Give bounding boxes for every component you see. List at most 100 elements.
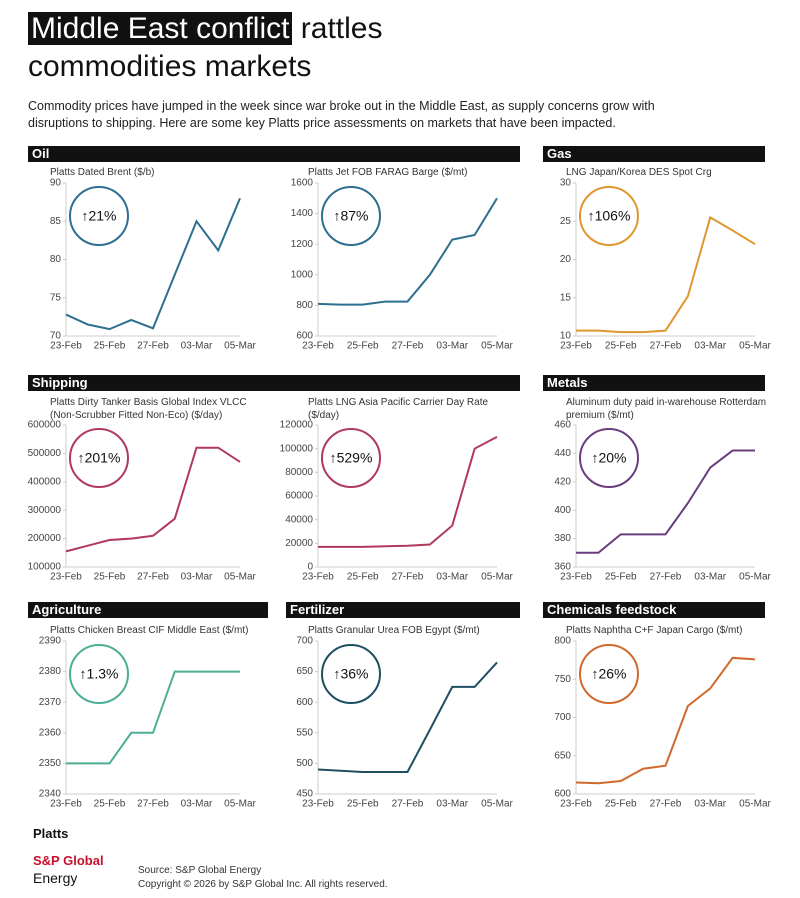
change-label: ↑106% — [588, 208, 631, 224]
price-line — [317, 197, 498, 306]
change-circle — [69, 186, 129, 246]
y-tick-label: 400000 — [28, 476, 62, 487]
x-tick-label: 03-Mar — [436, 572, 468, 583]
section-title: Agriculture — [32, 602, 101, 617]
y-tick-label: 80 — [50, 254, 62, 265]
y-tick-label: 80000 — [285, 467, 313, 478]
section-bar — [286, 602, 520, 618]
y-tick-label: 2380 — [39, 666, 62, 677]
subtitle: Commodity prices have jumped in the week… — [28, 99, 655, 130]
x-tick-label: 03-Mar — [436, 799, 468, 810]
y-tick-label: 20 — [560, 254, 572, 265]
y-tick-label: 360 — [554, 562, 571, 573]
x-tick-label: 23-Feb — [302, 572, 334, 583]
price-line — [576, 449, 755, 554]
title-rest: rattles commodities markets — [28, 12, 383, 83]
change-circle — [321, 428, 381, 488]
y-tick-label: 1200 — [291, 239, 314, 250]
x-tick-label: 25-Feb — [605, 799, 637, 810]
x-tick-label: 23-Feb — [560, 572, 592, 583]
chart-title: Platts Jet FOB FARAG Barge ($/mt) — [308, 167, 468, 178]
change-circle — [579, 428, 639, 488]
x-tick-label: 05-Mar — [481, 572, 513, 583]
chart-title: Aluminum duty paid in-warehouse Rotterda… — [566, 397, 767, 421]
y-tick-label: 500 — [296, 758, 313, 769]
x-tick-label: 27-Feb — [137, 572, 169, 583]
chart-title: Platts Chicken Breast CIF Middle East ($… — [50, 625, 249, 636]
y-tick-label: 440 — [554, 448, 571, 459]
change-label: ↑201% — [78, 450, 121, 466]
section-bar — [543, 602, 765, 618]
change-circle — [579, 644, 639, 704]
y-tick-label: 700 — [554, 712, 571, 723]
x-tick-label: 05-Mar — [224, 572, 256, 583]
change-circle — [69, 644, 129, 704]
title: Middle East conflict rattles commodities… — [28, 10, 488, 86]
y-tick-label: 600 — [296, 331, 313, 342]
x-tick-label: 27-Feb — [392, 799, 424, 810]
y-tick-label: 1400 — [291, 208, 314, 219]
y-tick-label: 2390 — [39, 636, 62, 647]
x-tick-label: 23-Feb — [50, 572, 82, 583]
x-tick-label: 25-Feb — [605, 341, 637, 352]
chart-title: LNG Japan/Korea DES Spot Crg — [566, 167, 712, 178]
x-tick-label: 03-Mar — [694, 572, 726, 583]
x-tick-label: 25-Feb — [605, 572, 637, 583]
x-tick-label: 03-Mar — [694, 799, 726, 810]
y-tick-label: 200000 — [28, 533, 62, 544]
source: Source: S&P Global Energy — [138, 865, 262, 876]
x-tick-label: 25-Feb — [94, 572, 126, 583]
y-tick-label: 700 — [296, 636, 313, 647]
y-tick-label: 90 — [50, 178, 62, 189]
y-tick-label: 800 — [554, 636, 571, 647]
section-title: Gas — [547, 146, 572, 161]
chart-title: Platts Dated Brent ($/b) — [50, 167, 155, 178]
section-title: Fertilizer — [290, 602, 344, 617]
division: Energy — [33, 870, 78, 886]
y-tick-label: 550 — [296, 727, 313, 738]
section-bar — [28, 602, 268, 618]
y-tick-label: 2350 — [39, 758, 62, 769]
section-title: Metals — [547, 375, 587, 390]
price-line — [66, 670, 240, 765]
x-tick-label: 25-Feb — [94, 341, 126, 352]
price-line — [65, 446, 241, 553]
y-tick-label: 75 — [50, 292, 62, 303]
x-tick-label: 03-Mar — [181, 341, 213, 352]
x-tick-label: 05-Mar — [739, 799, 771, 810]
change-label: ↑87% — [333, 208, 368, 224]
change-label: ↑21% — [81, 208, 116, 224]
y-tick-label: 450 — [296, 789, 313, 800]
y-tick-label: 420 — [554, 476, 571, 487]
change-label: ↑20% — [591, 450, 626, 466]
price-line — [576, 215, 756, 334]
company: S&P Global — [33, 853, 104, 868]
x-tick-label: 27-Feb — [650, 572, 682, 583]
change-label: ↑1.3% — [80, 666, 119, 682]
y-tick-label: 750 — [554, 674, 571, 685]
price-line — [65, 197, 241, 331]
y-tick-label: 800 — [296, 300, 313, 311]
price-line — [317, 661, 498, 773]
y-tick-label: 500000 — [28, 448, 62, 459]
brand: Platts — [33, 826, 69, 841]
x-tick-label: 25-Feb — [94, 799, 126, 810]
section-title: Chemicals feedstock — [547, 602, 677, 617]
x-tick-label: 03-Mar — [181, 572, 213, 583]
y-tick-label: 1600 — [291, 178, 314, 189]
y-tick-label: 2340 — [39, 789, 62, 800]
section-bar — [543, 146, 765, 162]
y-tick-label: 10 — [560, 331, 572, 342]
y-tick-label: 100000 — [28, 562, 62, 573]
y-tick-label: 380 — [554, 533, 571, 544]
change-circle — [321, 186, 381, 246]
y-tick-label: 70 — [50, 331, 62, 342]
x-tick-label: 05-Mar — [739, 341, 771, 352]
x-tick-label: 27-Feb — [392, 572, 424, 583]
x-tick-label: 25-Feb — [347, 799, 379, 810]
y-tick-label: 1000 — [291, 269, 314, 280]
x-tick-label: 03-Mar — [181, 799, 213, 810]
chart-title: Platts Naphtha C+F Japan Cargo ($/mt) — [566, 625, 743, 636]
chart-title: Platts Granular Urea FOB Egypt ($/mt) — [308, 625, 480, 636]
x-tick-label: 05-Mar — [481, 341, 513, 352]
